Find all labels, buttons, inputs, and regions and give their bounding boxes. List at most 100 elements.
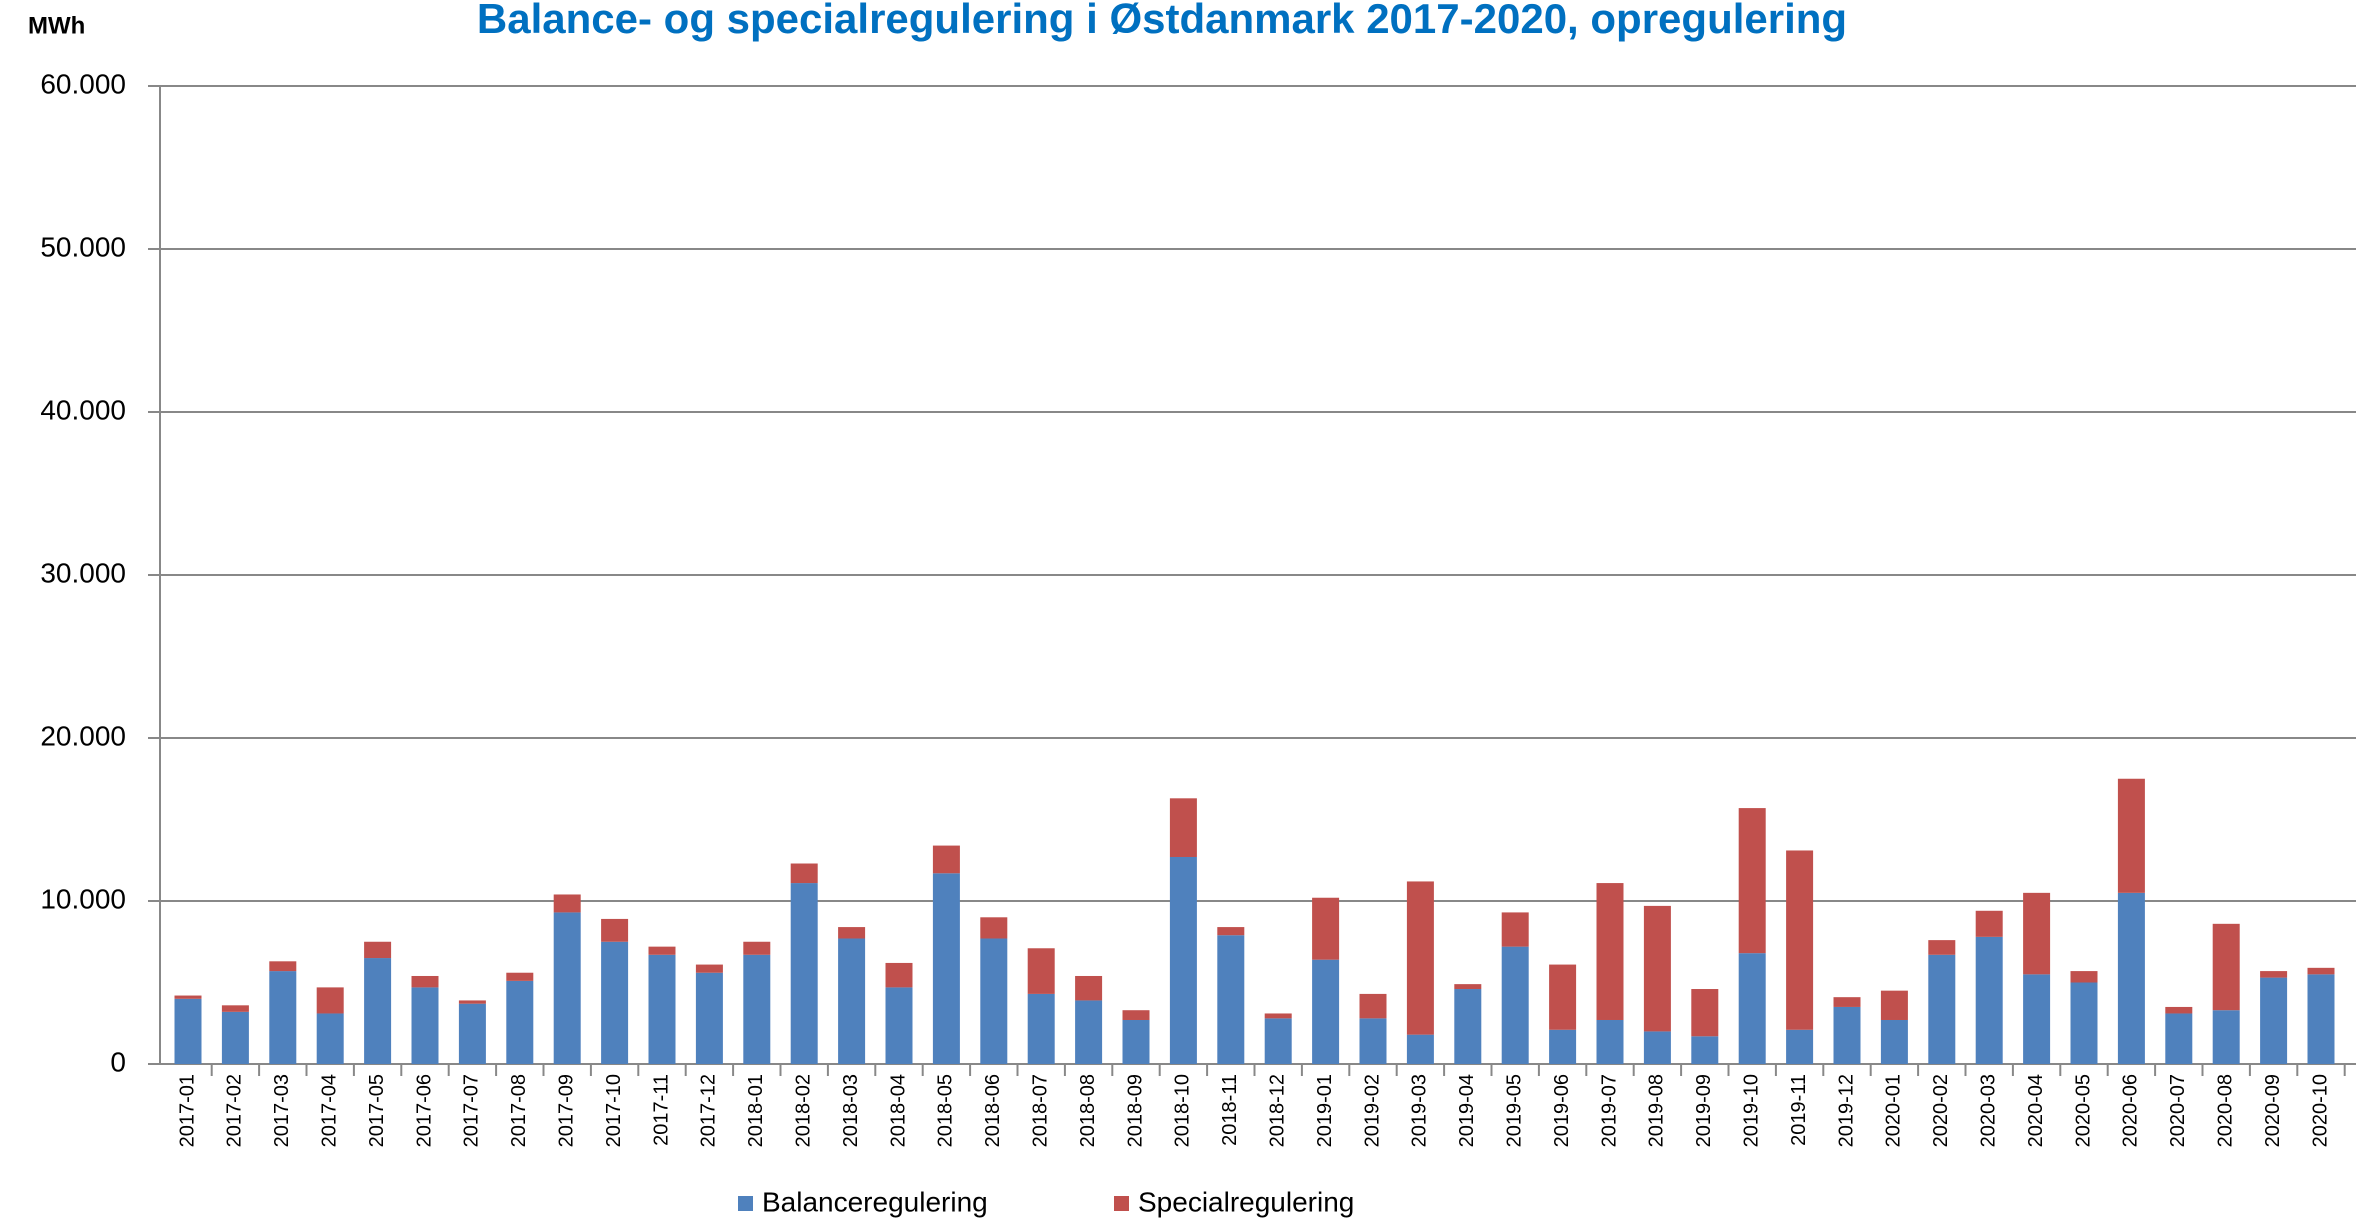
x-tick-label: 2018-11 bbox=[1219, 1074, 1241, 1146]
bar-segment bbox=[1264, 1013, 1292, 1019]
bar-segment bbox=[1880, 1019, 1908, 1064]
bar-segment bbox=[743, 941, 771, 955]
bar-segment bbox=[1359, 1018, 1387, 1064]
x-tick-label: 2019-11 bbox=[1788, 1074, 1810, 1146]
bar-segment bbox=[1786, 1029, 1814, 1064]
y-tick-label: 10.000 bbox=[40, 883, 126, 914]
bar-segment bbox=[1738, 953, 1766, 1064]
bar-segment bbox=[1880, 990, 1908, 1020]
bar-segment bbox=[1501, 912, 1529, 947]
bar-segment bbox=[553, 912, 581, 1064]
bar-segment bbox=[1027, 948, 1055, 994]
x-tick-label: 2017-01 bbox=[176, 1074, 198, 1147]
x-tick-label: 2019-08 bbox=[1646, 1074, 1668, 1147]
bar-segment bbox=[1122, 1010, 1150, 1020]
bar-segment bbox=[1075, 1000, 1103, 1064]
bar-segment bbox=[458, 1003, 486, 1064]
x-tick-label: 2017-07 bbox=[461, 1074, 483, 1147]
bar-segment bbox=[1975, 910, 2003, 937]
bar-segment bbox=[2165, 1013, 2193, 1064]
x-tick-label: 2018-02 bbox=[792, 1074, 814, 1147]
bar-segment bbox=[506, 972, 534, 981]
x-tick-label: 2020-06 bbox=[2120, 1074, 2142, 1147]
x-tick-label: 2020-03 bbox=[1977, 1074, 1999, 1147]
x-tick-label: 2018-09 bbox=[1124, 1074, 1146, 1147]
bar-segment bbox=[316, 987, 344, 1014]
bar-segment bbox=[1975, 936, 2003, 1064]
x-tick-label: 2019-12 bbox=[1835, 1074, 1857, 1147]
bar-segment bbox=[1454, 984, 1482, 990]
bar-segment bbox=[2307, 967, 2335, 975]
bar-segment bbox=[506, 980, 534, 1064]
x-tick-label: 2018-01 bbox=[745, 1074, 767, 1147]
bar-segment bbox=[2212, 1010, 2240, 1064]
x-tick-label: 2017-10 bbox=[603, 1074, 625, 1147]
x-tick-label: 2020-09 bbox=[2262, 1074, 2284, 1147]
x-tick-label: 2020-02 bbox=[1930, 1074, 1952, 1147]
x-tick-label: 2020-01 bbox=[1883, 1074, 1905, 1147]
y-tick-label: 20.000 bbox=[40, 720, 126, 751]
y-tick-label: 30.000 bbox=[40, 557, 126, 588]
bar-segment bbox=[1359, 993, 1387, 1019]
x-tick-label: 2018-04 bbox=[887, 1074, 909, 1147]
x-tick-label: 2018-10 bbox=[1172, 1074, 1194, 1147]
bar-segment bbox=[601, 918, 629, 942]
bar-segment bbox=[458, 1000, 486, 1004]
chart-title: Balance- og specialregulering i Østdanma… bbox=[477, 0, 1847, 42]
bar-segment bbox=[221, 1011, 249, 1064]
bar-segment bbox=[1928, 940, 1956, 955]
x-tick-label: 2020-10 bbox=[2309, 1074, 2331, 1147]
x-tick-label: 2019-07 bbox=[1598, 1074, 1620, 1147]
bar-segment bbox=[932, 845, 960, 874]
bar-segment bbox=[1833, 1006, 1861, 1064]
bar-segment bbox=[2307, 974, 2335, 1064]
bar-segment bbox=[885, 962, 913, 988]
x-tick-label: 2018-08 bbox=[1077, 1074, 1099, 1147]
y-axis-label: MWh bbox=[28, 12, 85, 39]
x-tick-label: 2017-06 bbox=[413, 1074, 435, 1147]
bar-segment bbox=[695, 972, 723, 1064]
bar-segment bbox=[174, 998, 202, 1064]
bar-segment bbox=[1549, 964, 1577, 1030]
bar-segment bbox=[1501, 946, 1529, 1064]
bar-segment bbox=[648, 946, 676, 955]
x-tick-label: 2019-10 bbox=[1740, 1074, 1762, 1147]
bar-segment bbox=[838, 927, 866, 939]
bar-segment bbox=[790, 863, 818, 884]
x-tick-label: 2019-09 bbox=[1693, 1074, 1715, 1147]
bar-segment bbox=[1549, 1029, 1577, 1064]
bar-segment bbox=[1169, 798, 1197, 857]
bar-segment bbox=[2117, 778, 2145, 893]
x-tick-label: 2017-12 bbox=[698, 1074, 720, 1147]
bar-segment bbox=[790, 883, 818, 1064]
bar-segment bbox=[1406, 1034, 1434, 1064]
bar-segment bbox=[269, 961, 297, 972]
y-tick-label: 60.000 bbox=[40, 68, 126, 99]
bar-segment bbox=[553, 894, 581, 913]
bar-segment bbox=[838, 938, 866, 1064]
bar-segment bbox=[1264, 1018, 1292, 1064]
x-tick-label: 2020-05 bbox=[2072, 1074, 2094, 1147]
bar-segment bbox=[221, 1005, 249, 1012]
bar-segment bbox=[885, 987, 913, 1064]
bar-segment bbox=[1643, 1031, 1671, 1064]
bar-segment bbox=[316, 1013, 344, 1064]
bar-segment bbox=[1406, 881, 1434, 1035]
legend-swatch bbox=[738, 1196, 753, 1211]
bar-segment bbox=[1122, 1019, 1150, 1064]
x-tick-label: 2018-06 bbox=[982, 1074, 1004, 1147]
bar-segment bbox=[1312, 959, 1340, 1064]
x-tick-label: 2017-08 bbox=[508, 1074, 530, 1147]
bar-segment bbox=[1454, 989, 1482, 1064]
x-tick-label: 2018-07 bbox=[1029, 1074, 1051, 1147]
x-tick-label: 2018-03 bbox=[840, 1074, 862, 1147]
bar-segment bbox=[1312, 897, 1340, 960]
x-tick-label: 2019-05 bbox=[1503, 1074, 1525, 1147]
bar-segment bbox=[1691, 989, 1719, 1037]
bar-segment bbox=[2023, 892, 2051, 975]
bar-segment bbox=[932, 873, 960, 1064]
y-tick-label: 0 bbox=[110, 1046, 126, 1077]
bar-segment bbox=[2023, 974, 2051, 1064]
x-tick-label: 2017-09 bbox=[555, 1074, 577, 1147]
